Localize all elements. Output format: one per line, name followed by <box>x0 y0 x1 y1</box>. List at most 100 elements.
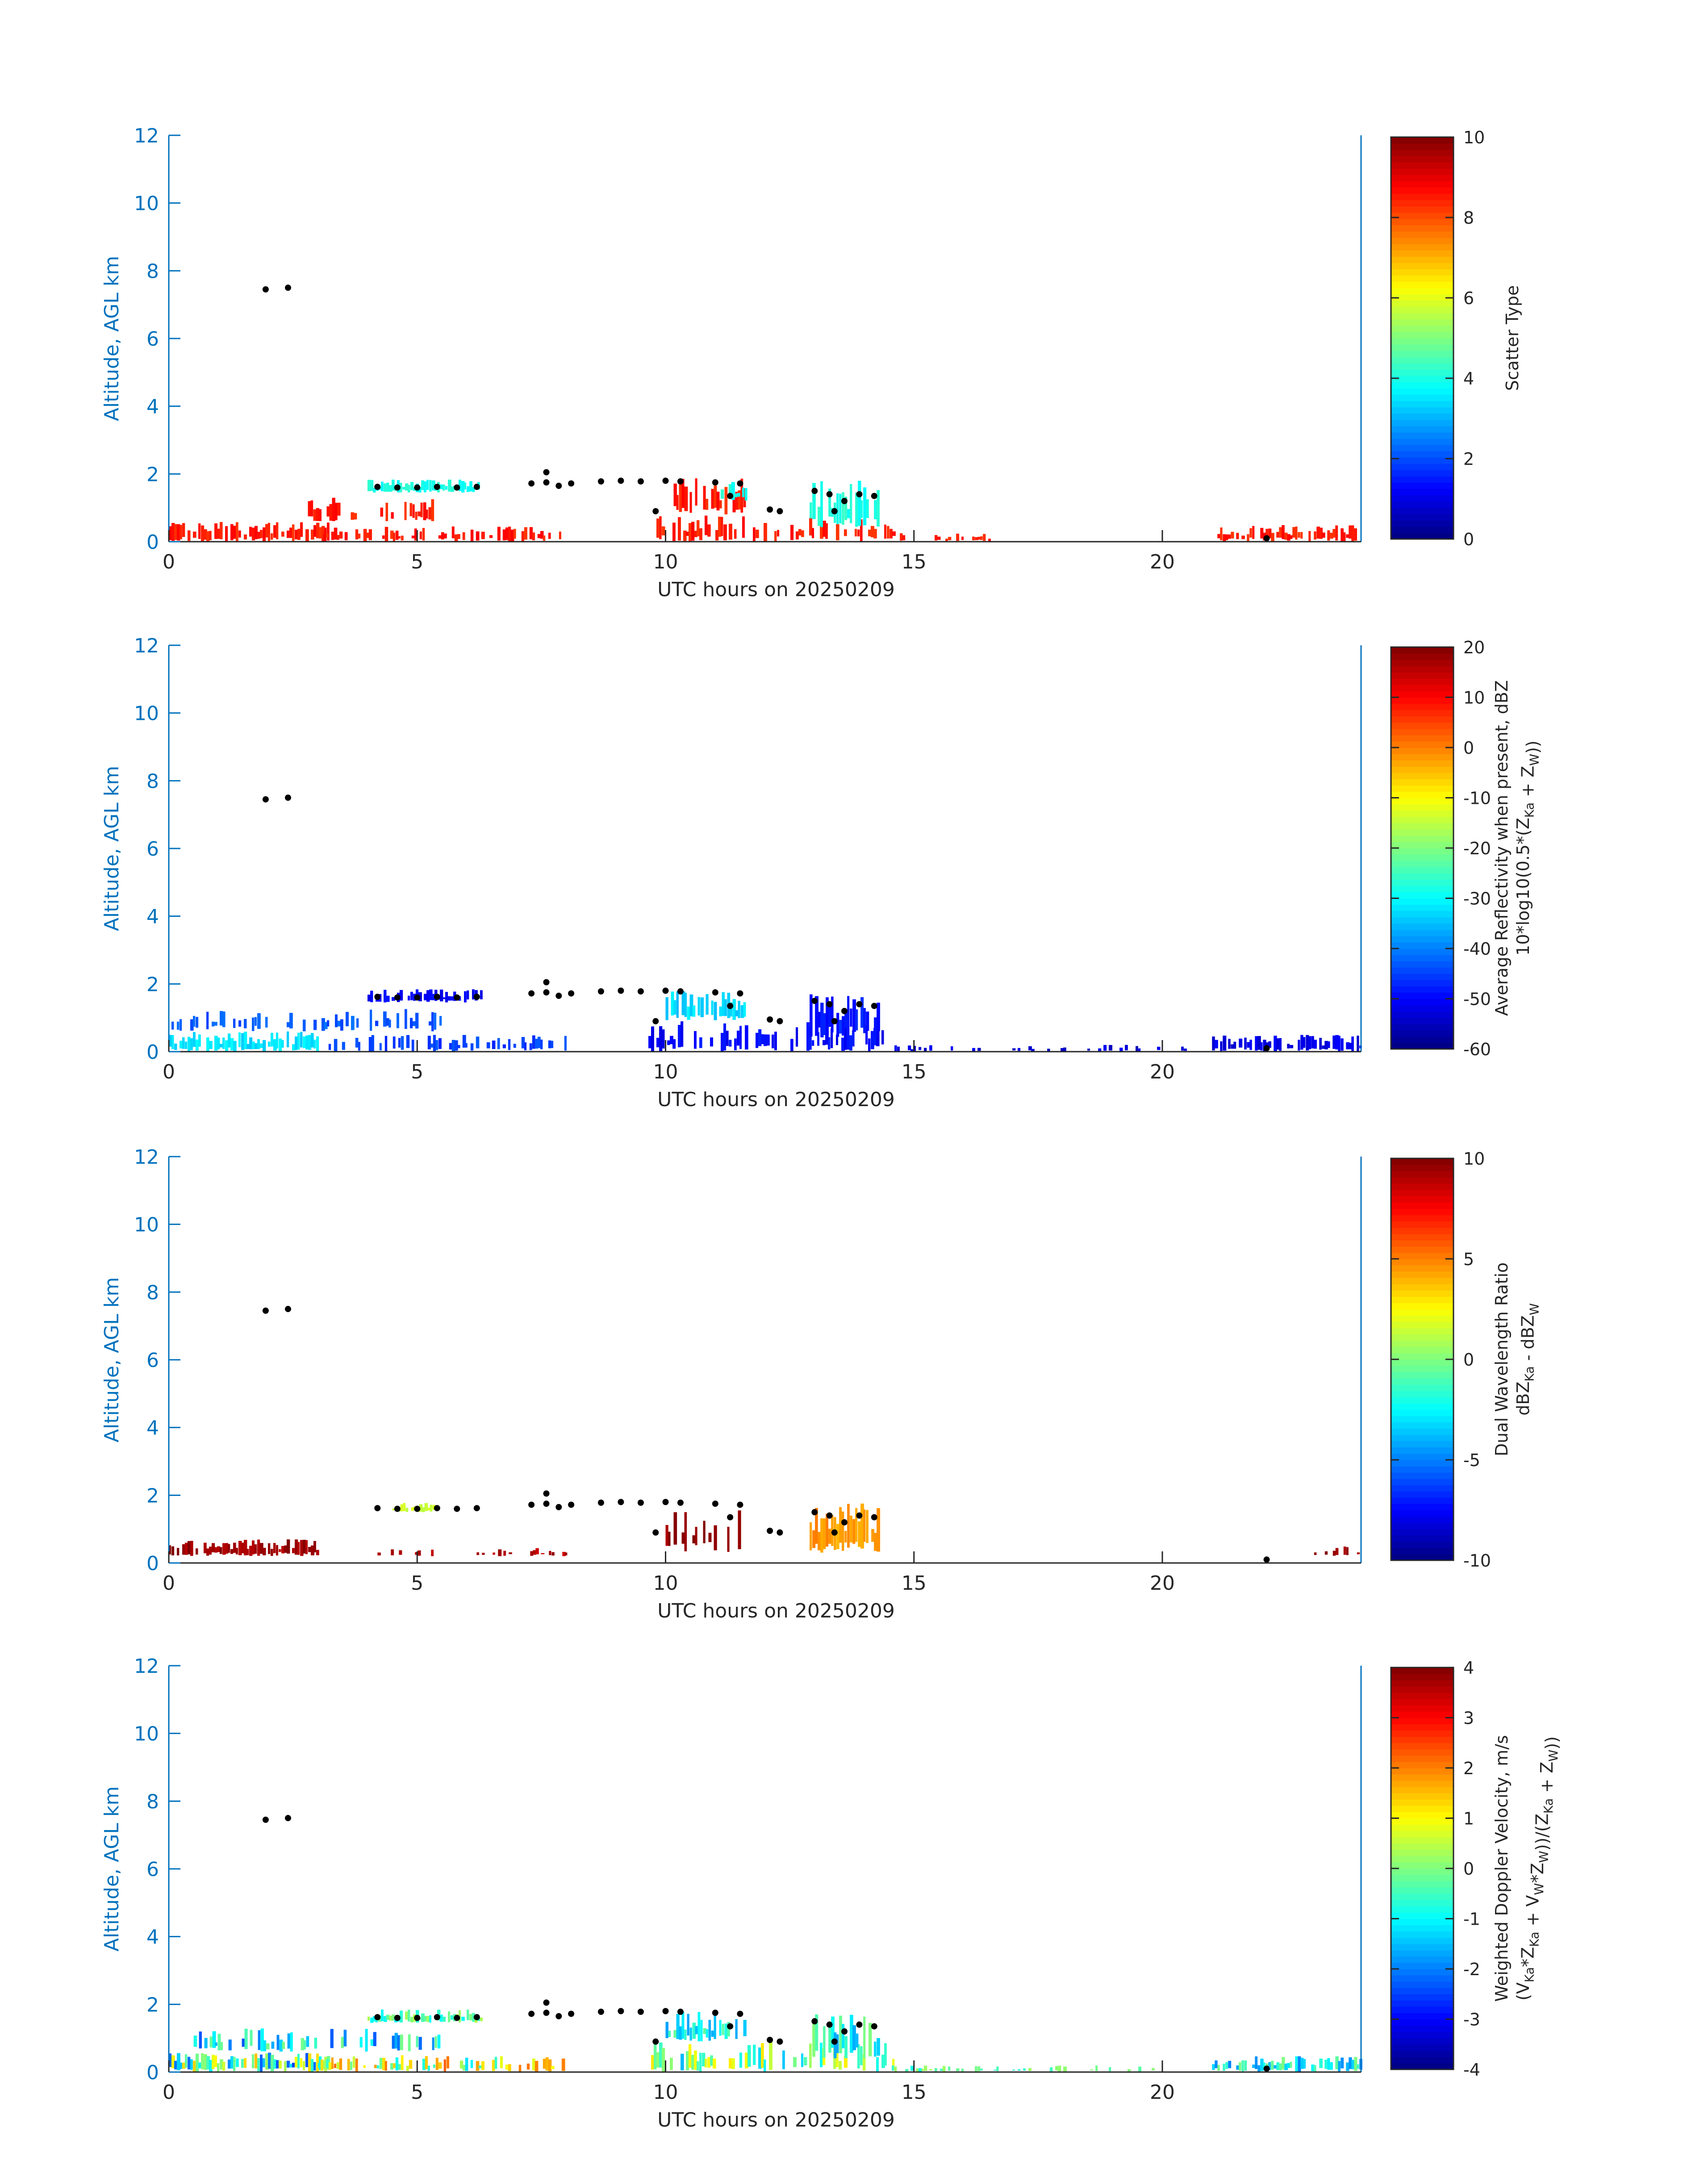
data-cell <box>532 532 535 540</box>
data-cell <box>713 2058 716 2069</box>
data-cell <box>395 531 399 540</box>
data-cell <box>305 529 309 542</box>
colorbar-swatch <box>1391 413 1453 420</box>
cloud-top-marker <box>597 1500 604 1506</box>
colorbar-swatch <box>1391 1265 1453 1272</box>
data-cell <box>735 492 739 510</box>
data-cell <box>481 2061 484 2070</box>
data-cell <box>300 522 303 537</box>
data-cell <box>1028 1046 1032 1050</box>
data-cell <box>393 2063 396 2068</box>
cloud-top-marker <box>414 484 421 491</box>
data-cell <box>820 2043 823 2068</box>
data-cell <box>706 2029 708 2038</box>
data-cell <box>714 1525 717 1550</box>
colorbar-swatch <box>1391 1554 1453 1561</box>
colorbar-swatch <box>1391 1208 1453 1216</box>
data-cell <box>255 1043 258 1049</box>
data-cell <box>730 1002 733 1017</box>
data-cell <box>493 1552 495 1555</box>
cloud-top-marker <box>543 1999 550 2006</box>
cloud-top-marker <box>712 479 718 486</box>
data-cell <box>738 1510 741 1550</box>
data-cell <box>1292 527 1296 538</box>
x-tick-label: 0 <box>163 1061 175 1083</box>
data-cell <box>526 2064 530 2070</box>
data-cell <box>540 531 544 539</box>
data-cell <box>697 997 700 1015</box>
cloud-top-marker <box>374 2014 381 2021</box>
data-cell <box>268 522 270 541</box>
data-cell <box>394 2033 398 2049</box>
data-cell <box>871 526 874 538</box>
data-cell <box>820 1518 823 1553</box>
cloud-top-marker <box>637 988 644 994</box>
data-cell <box>672 1039 676 1049</box>
data-cell <box>1018 2069 1021 2071</box>
colorbar-swatch <box>1391 861 1453 867</box>
colorbar-swatch <box>1391 1805 1453 1813</box>
data-cell <box>313 1040 316 1049</box>
data-cell <box>398 1038 401 1048</box>
data-cell <box>188 530 191 541</box>
data-cell <box>289 2064 292 2068</box>
data-cell <box>818 1532 821 1550</box>
data-cell <box>351 512 355 520</box>
cloud-top-marker <box>394 994 401 1001</box>
cloud-top-marker <box>618 987 624 994</box>
data-cell <box>220 1547 222 1554</box>
colorbar-swatch <box>1391 1042 1453 1049</box>
colorbar-swatch <box>1391 804 1453 811</box>
y-tick-label: 0 <box>146 531 159 554</box>
data-cell <box>1346 2062 1349 2071</box>
data-cell <box>386 995 390 1002</box>
data-cell <box>214 523 218 539</box>
data-cell <box>858 1521 861 1547</box>
data-cell <box>839 1020 842 1034</box>
data-cell <box>820 1003 824 1037</box>
data-cell <box>467 2010 469 2020</box>
data-cell <box>858 481 861 526</box>
data-cell <box>193 1032 196 1047</box>
colorbar-swatch <box>1391 168 1453 175</box>
data-cell <box>358 1042 360 1051</box>
cloud-top-marker <box>374 1505 381 1512</box>
x-tick-label: 20 <box>1150 2081 1175 2104</box>
data-cell <box>201 2053 204 2069</box>
data-cell <box>715 530 719 541</box>
data-cell <box>411 1040 414 1052</box>
colorbar-swatch <box>1391 489 1453 496</box>
cloud-top-marker <box>662 987 669 994</box>
data-cell <box>876 1027 880 1046</box>
data-cell <box>1349 1043 1352 1049</box>
data-cell <box>1300 2058 1304 2069</box>
data-cell <box>451 1040 455 1051</box>
data-cell <box>1327 2058 1330 2070</box>
data-cell <box>537 1036 541 1048</box>
data-cell <box>271 2055 274 2072</box>
data-cell <box>1012 2069 1015 2071</box>
data-cell <box>543 2059 546 2069</box>
colorbar-swatch <box>1391 2000 1453 2007</box>
data-cell <box>367 2016 370 2021</box>
cloud-top-marker <box>831 1529 838 1536</box>
data-cell <box>994 2069 997 2071</box>
data-cell <box>295 530 298 539</box>
data-cell <box>429 2015 431 2023</box>
cloud-top-marker <box>394 2014 401 2021</box>
data-cell <box>839 2015 842 2053</box>
data-cell <box>443 485 445 491</box>
y-tick-label: 4 <box>146 1926 159 1949</box>
data-cell <box>706 994 709 1015</box>
x-tick-label: 15 <box>902 1061 927 1083</box>
data-cell <box>204 1542 207 1554</box>
colorbar-label-line: Scatter Type <box>1503 285 1522 391</box>
y-tick-label: 2 <box>146 973 159 996</box>
data-cell <box>252 527 255 541</box>
y-tick-label: 10 <box>134 192 159 215</box>
data-cell <box>672 522 676 541</box>
data-cell <box>1263 2062 1265 2068</box>
data-cell <box>252 1540 255 1554</box>
colorbar-swatch <box>1391 848 1453 855</box>
